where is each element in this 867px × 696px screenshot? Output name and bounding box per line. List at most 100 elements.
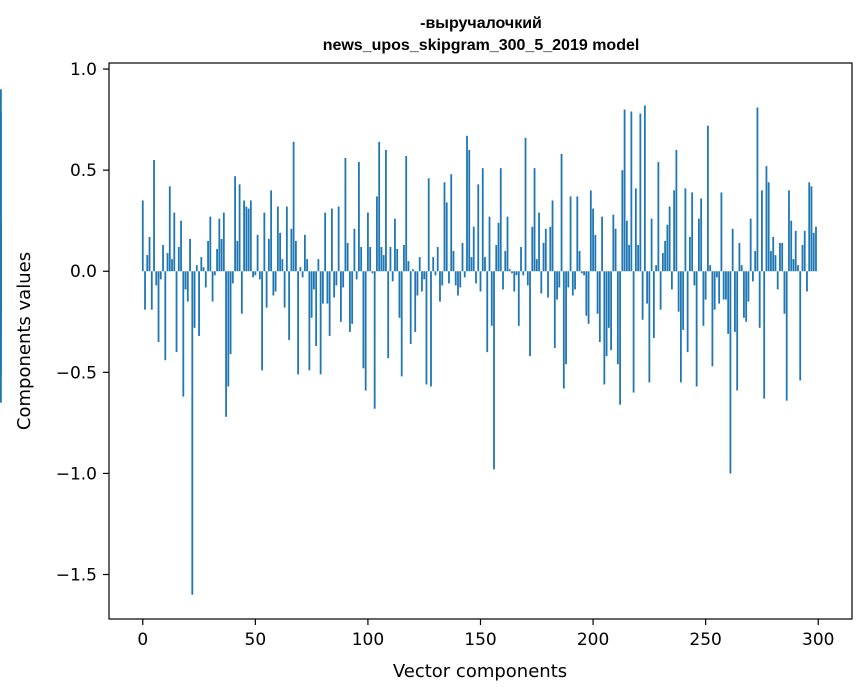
bar (506, 216, 509, 272)
bar (772, 236, 775, 272)
bar (587, 271, 590, 324)
bar (283, 271, 286, 308)
bar (355, 271, 358, 280)
bar (558, 271, 561, 288)
bar (752, 271, 754, 282)
bar (792, 259, 795, 272)
bar (779, 242, 781, 272)
bar (173, 212, 176, 272)
bar (815, 226, 817, 272)
bar (279, 232, 282, 272)
bar (479, 271, 482, 292)
bar (423, 271, 426, 280)
bar (461, 242, 464, 272)
bar (490, 271, 493, 326)
y-tick-label: 0.5 (70, 161, 97, 181)
plot-frame (108, 62, 853, 620)
bar (292, 141, 295, 272)
bar (182, 271, 185, 397)
bar (229, 271, 232, 355)
bar (344, 158, 347, 272)
bar (544, 228, 547, 272)
bar (272, 271, 275, 296)
bar (333, 271, 336, 298)
bar (299, 267, 302, 272)
bar (159, 271, 162, 280)
bar (592, 208, 594, 272)
bar (249, 200, 252, 272)
bar (682, 271, 685, 330)
bar (157, 271, 160, 343)
bar (560, 153, 563, 272)
bar (184, 271, 187, 290)
bar (263, 212, 266, 272)
y-tick-label: 1.0 (70, 60, 97, 80)
bar (0, 271, 2, 306)
bar (258, 271, 261, 280)
bar (391, 271, 394, 282)
bar (517, 271, 520, 326)
bar (594, 234, 597, 272)
bar (349, 271, 351, 332)
bar (380, 246, 383, 272)
bar (729, 271, 732, 474)
bar (716, 271, 718, 278)
bar (148, 236, 151, 272)
bar (454, 271, 457, 286)
bar (531, 226, 534, 272)
bar (686, 271, 689, 353)
bar (711, 271, 714, 367)
bar (310, 271, 313, 318)
bar (639, 113, 642, 272)
bar (535, 259, 538, 272)
y-axis-label: Components values (14, 252, 35, 430)
bar (725, 271, 727, 300)
y-tick-label: −1.0 (56, 464, 97, 484)
bar (709, 265, 712, 272)
bar (515, 271, 518, 276)
bar (648, 271, 651, 383)
ticks-group: 0 50 100 150 200 250 300 1.0 0.5 0.0 −0.5 −1.0 −1.5 (56, 60, 835, 650)
bar (691, 192, 694, 272)
bar (189, 238, 191, 272)
bar (0, 89, 2, 272)
bar (362, 271, 365, 369)
bar (747, 271, 750, 302)
bar (484, 257, 486, 272)
bar (767, 182, 770, 272)
bar (306, 259, 309, 272)
bar (405, 156, 408, 272)
bar (468, 149, 471, 272)
bar (668, 206, 671, 272)
bar (252, 271, 254, 278)
bar (551, 200, 554, 272)
bar (657, 162, 660, 272)
bar (267, 238, 270, 272)
x-axis-label: Vector components (393, 661, 567, 682)
bar (580, 271, 583, 274)
bar (200, 257, 203, 272)
bar (481, 168, 484, 272)
bars-group (0, 89, 817, 595)
bar (614, 228, 617, 272)
bar (783, 271, 786, 314)
bar (414, 271, 417, 332)
bar (198, 271, 200, 336)
bar (605, 271, 608, 357)
bar (274, 271, 277, 292)
bar (204, 271, 207, 288)
bar (574, 271, 576, 290)
bar (186, 271, 189, 302)
bar (434, 271, 437, 276)
bar (628, 244, 630, 272)
bar (425, 271, 428, 385)
bar (285, 206, 288, 272)
bar (562, 271, 565, 389)
bar (457, 271, 459, 296)
bar (664, 240, 667, 272)
bar (144, 271, 146, 310)
bar (459, 271, 462, 288)
bar (565, 271, 567, 365)
bar (538, 212, 540, 272)
bar (326, 271, 329, 304)
